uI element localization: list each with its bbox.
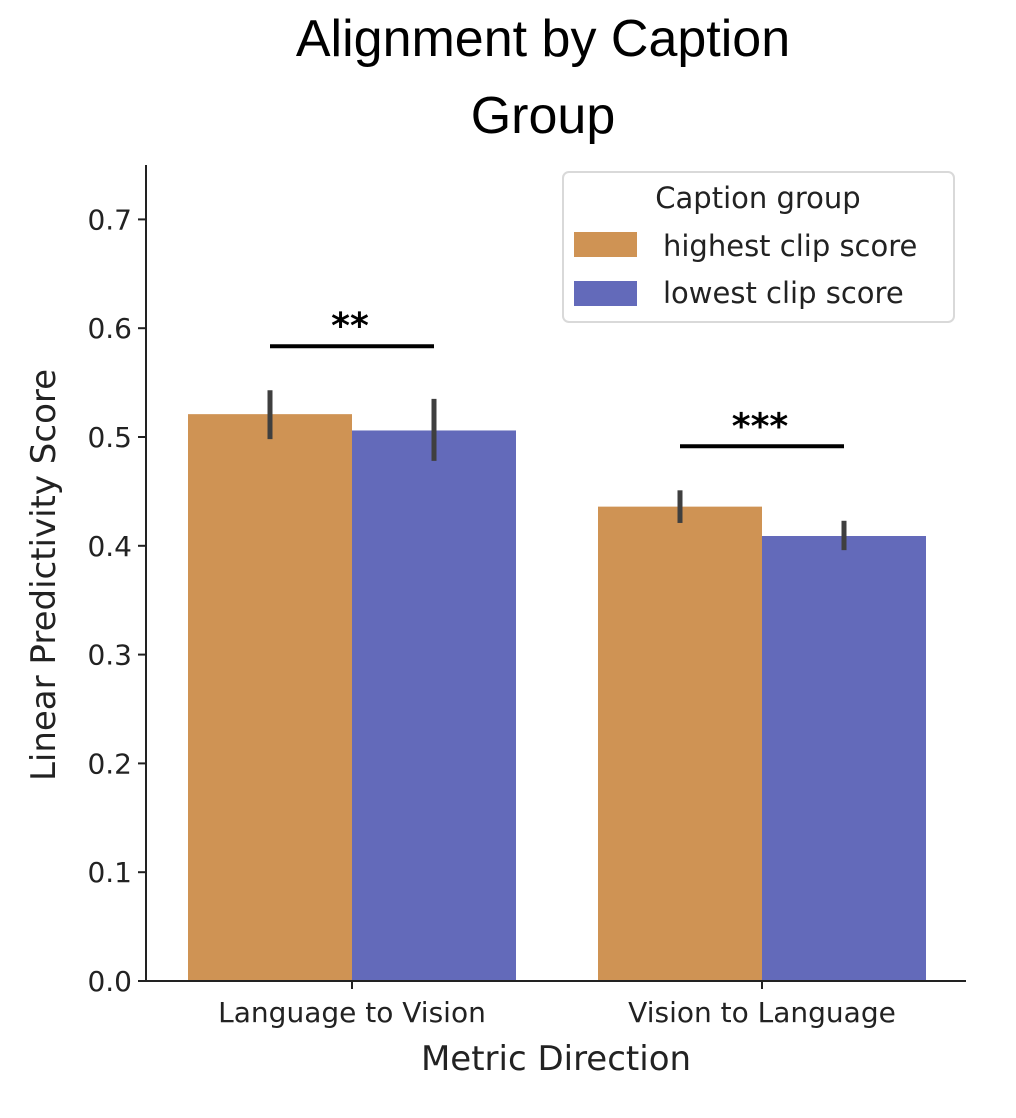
y-tick-label: 0.6	[87, 312, 132, 345]
legend-swatch-lowest-clip-score	[574, 281, 637, 306]
x-tick-label: Language to Vision	[218, 996, 486, 1029]
bar-lowest-clip-score-1	[762, 536, 926, 981]
legend-label-lowest-clip-score: lowest clip score	[663, 276, 904, 310]
y-tick-label: 0.2	[87, 747, 132, 780]
bar-highest-clip-score-1	[598, 506, 762, 981]
legend-swatch-highest-clip-score	[574, 232, 637, 257]
chart-title-line-2: Group	[471, 87, 616, 145]
legend-frame	[562, 171, 955, 323]
legend-title: Caption group	[655, 181, 860, 215]
y-tick-label: 0.0	[87, 965, 132, 998]
x-axis-label: Metric Direction	[421, 1039, 691, 1079]
y-tick-label: 0.3	[87, 639, 132, 672]
bar-highest-clip-score-0	[188, 414, 352, 982]
axes-layer: 0.0 0.1 0.2 0.3 0.4 0.5 0.6 0.7 Language to Visi…	[87, 165, 966, 1029]
chart-title-line-1: Alignment by Caption	[296, 10, 790, 68]
x-tick-label: Vision to Language	[628, 996, 896, 1029]
bar-lowest-clip-score-0	[352, 430, 516, 981]
error-bars-layer	[267, 390, 847, 551]
bars-layer	[188, 414, 926, 982]
significance-layer: *****	[270, 306, 844, 449]
y-tick-label: 0.4	[87, 530, 132, 563]
y-tick-label: 0.5	[87, 421, 132, 454]
y-axis-label: Linear Predictivity Score	[24, 369, 64, 781]
significance-label: **	[331, 306, 369, 347]
legend-label-highest-clip-score: highest clip score	[663, 229, 917, 263]
y-tick-label: 0.1	[87, 856, 132, 889]
significance-label: ***	[732, 406, 789, 447]
y-tick-label: 0.7	[87, 203, 132, 236]
legend: Caption group highest clip score lowest …	[562, 171, 955, 323]
